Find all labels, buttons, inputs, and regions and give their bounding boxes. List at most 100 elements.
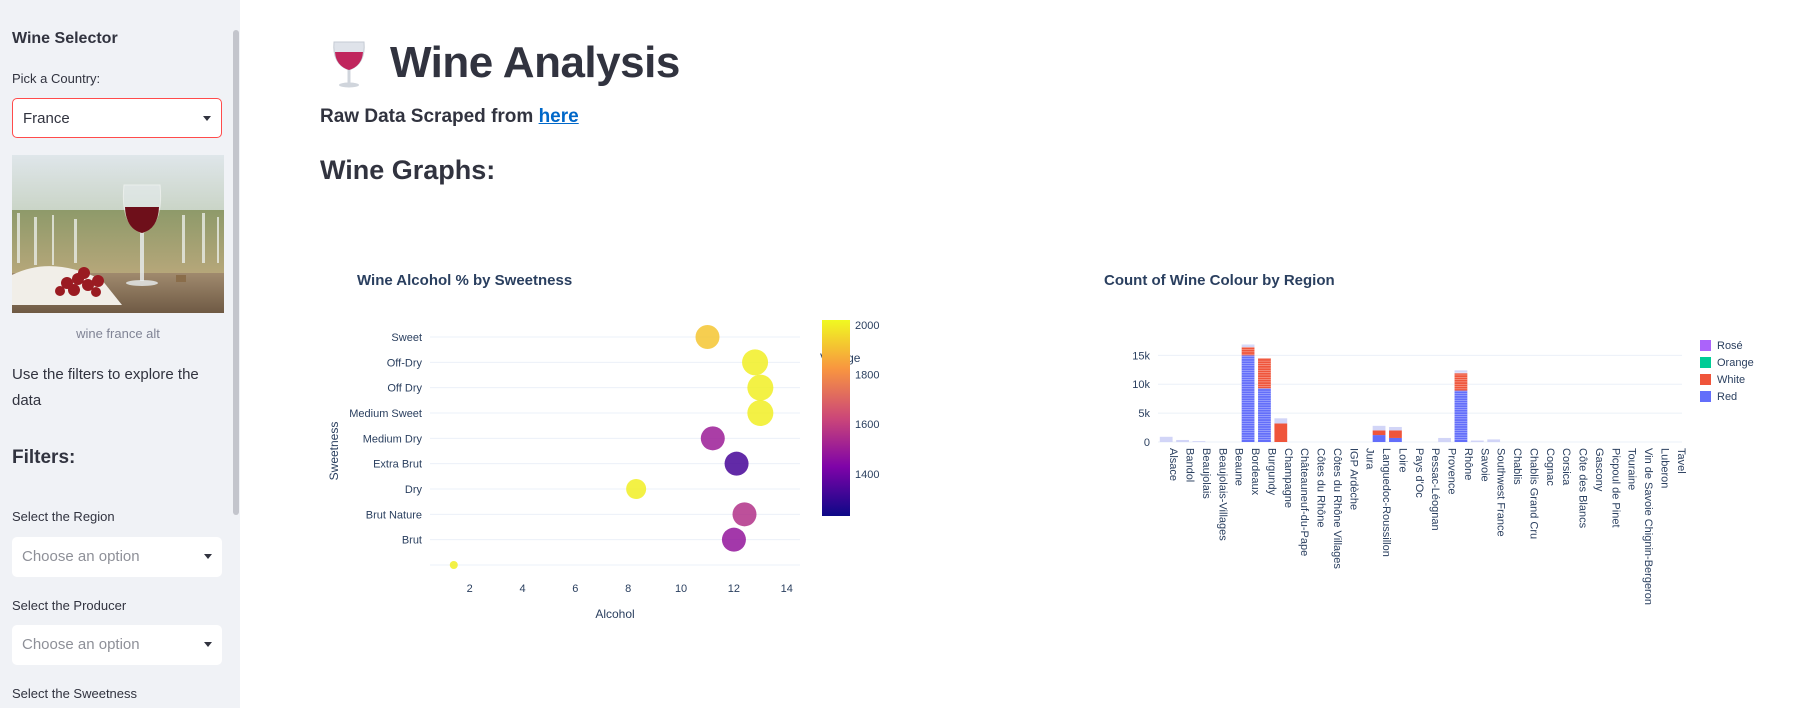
- x-tick-label: Tavel: [1675, 448, 1687, 474]
- bar-segment[interactable]: [1241, 355, 1255, 442]
- x-tick-label: Chablis: [1511, 448, 1523, 485]
- wine-glass-icon: [328, 38, 370, 90]
- wine-glass-photo-icon: [12, 155, 224, 313]
- bar-segment[interactable]: [1372, 425, 1386, 431]
- x-tick-label: Beaujolais-Villages: [1216, 448, 1228, 541]
- colorbar-tick-label: 1400: [855, 469, 879, 481]
- bar-chart-title: Count of Wine Colour by Region: [1104, 272, 1335, 289]
- x-tick-label: IGP Ardèche: [1347, 448, 1359, 510]
- bar-segment[interactable]: [1274, 423, 1288, 442]
- legend-label[interactable]: White: [1717, 374, 1745, 386]
- graphs-heading: Wine Graphs:: [320, 155, 496, 185]
- bar-segment[interactable]: [1470, 440, 1484, 442]
- wine-image: [12, 155, 224, 313]
- scatter-chart[interactable]: Brut Brut Nature Dry Extra Brut Medium Dry Me…: [320, 320, 1000, 700]
- scatter-point[interactable]: [747, 374, 774, 401]
- bar-segment[interactable]: [1372, 435, 1386, 442]
- legend-swatch[interactable]: [1700, 340, 1711, 351]
- bar-segment[interactable]: [1438, 437, 1451, 442]
- x-tick-label: Châteauneuf-du-Pape: [1298, 448, 1310, 556]
- y-tick-label: Medium Dry: [363, 433, 423, 445]
- x-tick-label: Provence: [1446, 448, 1458, 494]
- region-select[interactable]: Choose an option: [12, 537, 222, 577]
- x-tick-label: Côtes du Rhône Villages: [1331, 448, 1343, 569]
- sidebar-title: Wine Selector: [12, 30, 118, 47]
- scatter-point[interactable]: [626, 479, 647, 499]
- x-tick-label: Jura: [1364, 448, 1376, 470]
- chevron-down-icon[interactable]: [204, 642, 212, 647]
- y-tick-label: Brut Nature: [366, 509, 422, 521]
- country-select[interactable]: France: [12, 98, 222, 138]
- y-tick-label: Sweet: [391, 332, 422, 344]
- legend-label[interactable]: Red: [1717, 391, 1737, 403]
- bar-segment[interactable]: [1192, 441, 1206, 442]
- image-caption: wine france alt: [76, 326, 160, 341]
- bar-segment[interactable]: [1454, 370, 1468, 374]
- scatter-point[interactable]: [732, 502, 757, 527]
- x-tick-label: Vin de Savoie Chignin-Bergeron: [1642, 448, 1654, 605]
- x-tick-label: Côtes du Rhône: [1315, 448, 1327, 528]
- country-select-value: France: [23, 110, 70, 127]
- x-tick-label: Beaujolais: [1200, 448, 1212, 499]
- legend-swatch[interactable]: [1700, 374, 1711, 385]
- scatter-point[interactable]: [695, 325, 720, 349]
- scatter-gridlines: [430, 336, 800, 566]
- legend-swatch[interactable]: [1700, 357, 1711, 368]
- region-select-placeholder: Choose an option: [22, 548, 140, 565]
- x-tick-label: Chablis Grand Cru: [1527, 448, 1539, 539]
- producer-select-placeholder: Choose an option: [22, 636, 140, 653]
- scatter-point[interactable]: [700, 426, 725, 451]
- x-tick-label: Cognac: [1544, 448, 1556, 486]
- x-tick-label: Champagne: [1282, 448, 1294, 508]
- colorbar-tick-label: 2000: [855, 320, 879, 332]
- y-tick-label: Off-Dry: [387, 357, 423, 369]
- legend-label[interactable]: Rosé: [1717, 340, 1743, 352]
- bar-segment[interactable]: [1241, 344, 1255, 348]
- y-tick-label: 5k: [1138, 408, 1150, 420]
- bar-segment[interactable]: [1258, 358, 1271, 389]
- scatter-point[interactable]: [449, 561, 458, 569]
- producer-select[interactable]: Choose an option: [12, 625, 222, 665]
- x-tick-label: Savoie: [1478, 448, 1490, 482]
- scatter-point[interactable]: [721, 527, 746, 552]
- bar-segment[interactable]: [1389, 426, 1402, 431]
- bar-segment[interactable]: [1274, 418, 1288, 424]
- bar-segment[interactable]: [1372, 430, 1386, 436]
- y-tick-label: 0: [1144, 437, 1150, 449]
- bar-chart[interactable]: 0 5k 10k 15k Alsace Bandol Beaujolais Beaujolai…: [1110, 318, 1790, 708]
- page-title: Wine Analysis: [390, 38, 680, 87]
- bar-segment[interactable]: [1176, 439, 1189, 442]
- y-tick-label: Dry: [405, 484, 423, 496]
- scatter-point[interactable]: [747, 400, 774, 426]
- scatter-points: [449, 325, 774, 569]
- x-tick-label: 2: [467, 583, 473, 595]
- legend-label[interactable]: Orange: [1717, 357, 1754, 369]
- bar-segment[interactable]: [1241, 347, 1255, 356]
- x-tick-label: Gascony: [1593, 448, 1605, 492]
- x-tick-label: Southwest France: [1495, 448, 1507, 537]
- chevron-down-icon[interactable]: [203, 116, 211, 121]
- bar-segment[interactable]: [1389, 437, 1402, 442]
- source-link[interactable]: here: [538, 106, 579, 127]
- colorbar-tick-label: 1600: [855, 419, 879, 431]
- scatter-point[interactable]: [724, 451, 749, 476]
- colorbar-tick-label: 1800: [855, 370, 879, 382]
- colorbar: [822, 320, 850, 516]
- bar-segment[interactable]: [1389, 430, 1402, 438]
- bar-segment[interactable]: [1487, 439, 1501, 442]
- y-tick-label: Brut: [402, 535, 422, 547]
- x-tick-label: 6: [572, 583, 578, 595]
- sidebar-scrollbar[interactable]: [233, 30, 239, 515]
- x-tick-label: Languedoc-Roussillon: [1380, 448, 1392, 557]
- bar-segment[interactable]: [1159, 436, 1173, 442]
- scatter-point[interactable]: [742, 349, 769, 376]
- x-tick-label: Picpoul de Pinet: [1609, 448, 1621, 528]
- help-text: Use the filters to explore the data: [12, 366, 199, 409]
- chevron-down-icon[interactable]: [204, 554, 212, 559]
- legend-swatch[interactable]: [1700, 391, 1711, 402]
- bar-segment[interactable]: [1258, 388, 1271, 442]
- x-tick-label: Pessac-Léognan: [1429, 448, 1441, 531]
- bar-stripes: [1241, 344, 1468, 440]
- y-tick-label: 15k: [1132, 350, 1150, 362]
- bar-segment[interactable]: [1454, 390, 1468, 442]
